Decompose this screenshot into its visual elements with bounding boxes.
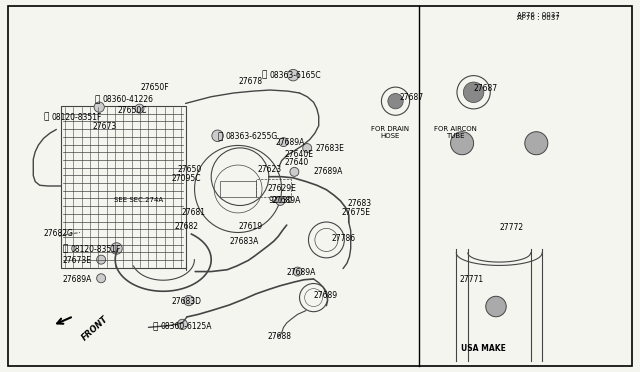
Text: 27689A: 27689A — [272, 196, 301, 205]
Circle shape — [184, 295, 194, 306]
Text: 08363-6255G: 08363-6255G — [226, 132, 278, 141]
Text: 27683A: 27683A — [229, 237, 259, 246]
Text: 08360-41226: 08360-41226 — [102, 95, 154, 104]
Text: 27675E: 27675E — [341, 208, 370, 217]
Text: 27689A: 27689A — [63, 275, 92, 284]
Bar — [220, 181, 256, 197]
Text: 27689A: 27689A — [314, 167, 343, 176]
Text: 92130: 92130 — [269, 196, 293, 205]
Circle shape — [303, 144, 312, 153]
Text: 27095C: 27095C — [172, 174, 201, 183]
Text: 27689A: 27689A — [275, 138, 305, 147]
Text: 27650C: 27650C — [117, 106, 147, 115]
Circle shape — [97, 255, 106, 264]
Text: 27629E: 27629E — [268, 185, 296, 193]
Text: 27650: 27650 — [178, 165, 202, 174]
Circle shape — [279, 138, 288, 147]
Text: Ⓢ: Ⓢ — [261, 71, 266, 80]
Circle shape — [177, 319, 188, 330]
Circle shape — [212, 130, 223, 141]
Text: Ⓑ: Ⓑ — [44, 113, 49, 122]
Circle shape — [525, 132, 548, 155]
Circle shape — [276, 196, 285, 205]
Text: 08120-8351F: 08120-8351F — [52, 113, 102, 122]
Text: 27619: 27619 — [238, 222, 262, 231]
Text: 27683D: 27683D — [172, 297, 202, 306]
Text: Ⓢ: Ⓢ — [218, 132, 223, 141]
Circle shape — [97, 274, 106, 283]
Circle shape — [463, 82, 484, 103]
Text: AP76 : 0037: AP76 : 0037 — [517, 15, 560, 21]
Circle shape — [293, 267, 302, 276]
Circle shape — [451, 132, 474, 155]
Text: FRONT: FRONT — [80, 314, 109, 342]
Text: 27640E: 27640E — [285, 150, 314, 159]
Text: USA MAKE: USA MAKE — [461, 344, 506, 353]
Text: 08360-6125A: 08360-6125A — [160, 322, 212, 331]
Text: 27682G: 27682G — [44, 229, 74, 238]
Text: 27683E: 27683E — [316, 144, 344, 153]
Text: 27771: 27771 — [460, 275, 484, 284]
Text: 27689: 27689 — [314, 291, 338, 300]
Text: Ⓑ: Ⓑ — [63, 245, 68, 254]
Text: 27681: 27681 — [181, 208, 205, 217]
Text: 27687: 27687 — [474, 84, 498, 93]
Text: 27687: 27687 — [400, 93, 424, 102]
Circle shape — [388, 93, 403, 109]
Text: SEE SEC.274A: SEE SEC.274A — [114, 197, 163, 203]
Circle shape — [111, 243, 122, 254]
Text: 08120-8351F: 08120-8351F — [70, 245, 121, 254]
Circle shape — [135, 104, 144, 113]
Text: 27640: 27640 — [285, 158, 309, 167]
Text: AP76 : 0037: AP76 : 0037 — [517, 12, 560, 18]
Text: 27772: 27772 — [499, 223, 524, 232]
Text: Ⓢ: Ⓢ — [152, 322, 157, 331]
Text: 27673E: 27673E — [63, 256, 92, 265]
Text: Ⓢ: Ⓢ — [95, 95, 100, 104]
Text: 27678: 27678 — [238, 77, 262, 86]
Text: 27689A: 27689A — [287, 268, 316, 277]
Bar — [256, 179, 291, 197]
Text: 27650F: 27650F — [141, 83, 170, 92]
Circle shape — [287, 70, 299, 81]
Text: 27682: 27682 — [174, 222, 198, 231]
Text: FOR AIRCON
TUBE: FOR AIRCON TUBE — [435, 126, 477, 138]
Text: 27673: 27673 — [93, 122, 117, 131]
Text: FOR DRAIN
HOSE: FOR DRAIN HOSE — [371, 126, 410, 138]
Text: 08363-6165C: 08363-6165C — [269, 71, 321, 80]
Circle shape — [486, 296, 506, 317]
Text: 27683: 27683 — [348, 199, 372, 208]
Text: 27623: 27623 — [258, 165, 282, 174]
Text: 27688: 27688 — [268, 332, 292, 341]
Text: 27786: 27786 — [332, 234, 356, 243]
Circle shape — [290, 167, 299, 176]
Circle shape — [94, 102, 104, 112]
